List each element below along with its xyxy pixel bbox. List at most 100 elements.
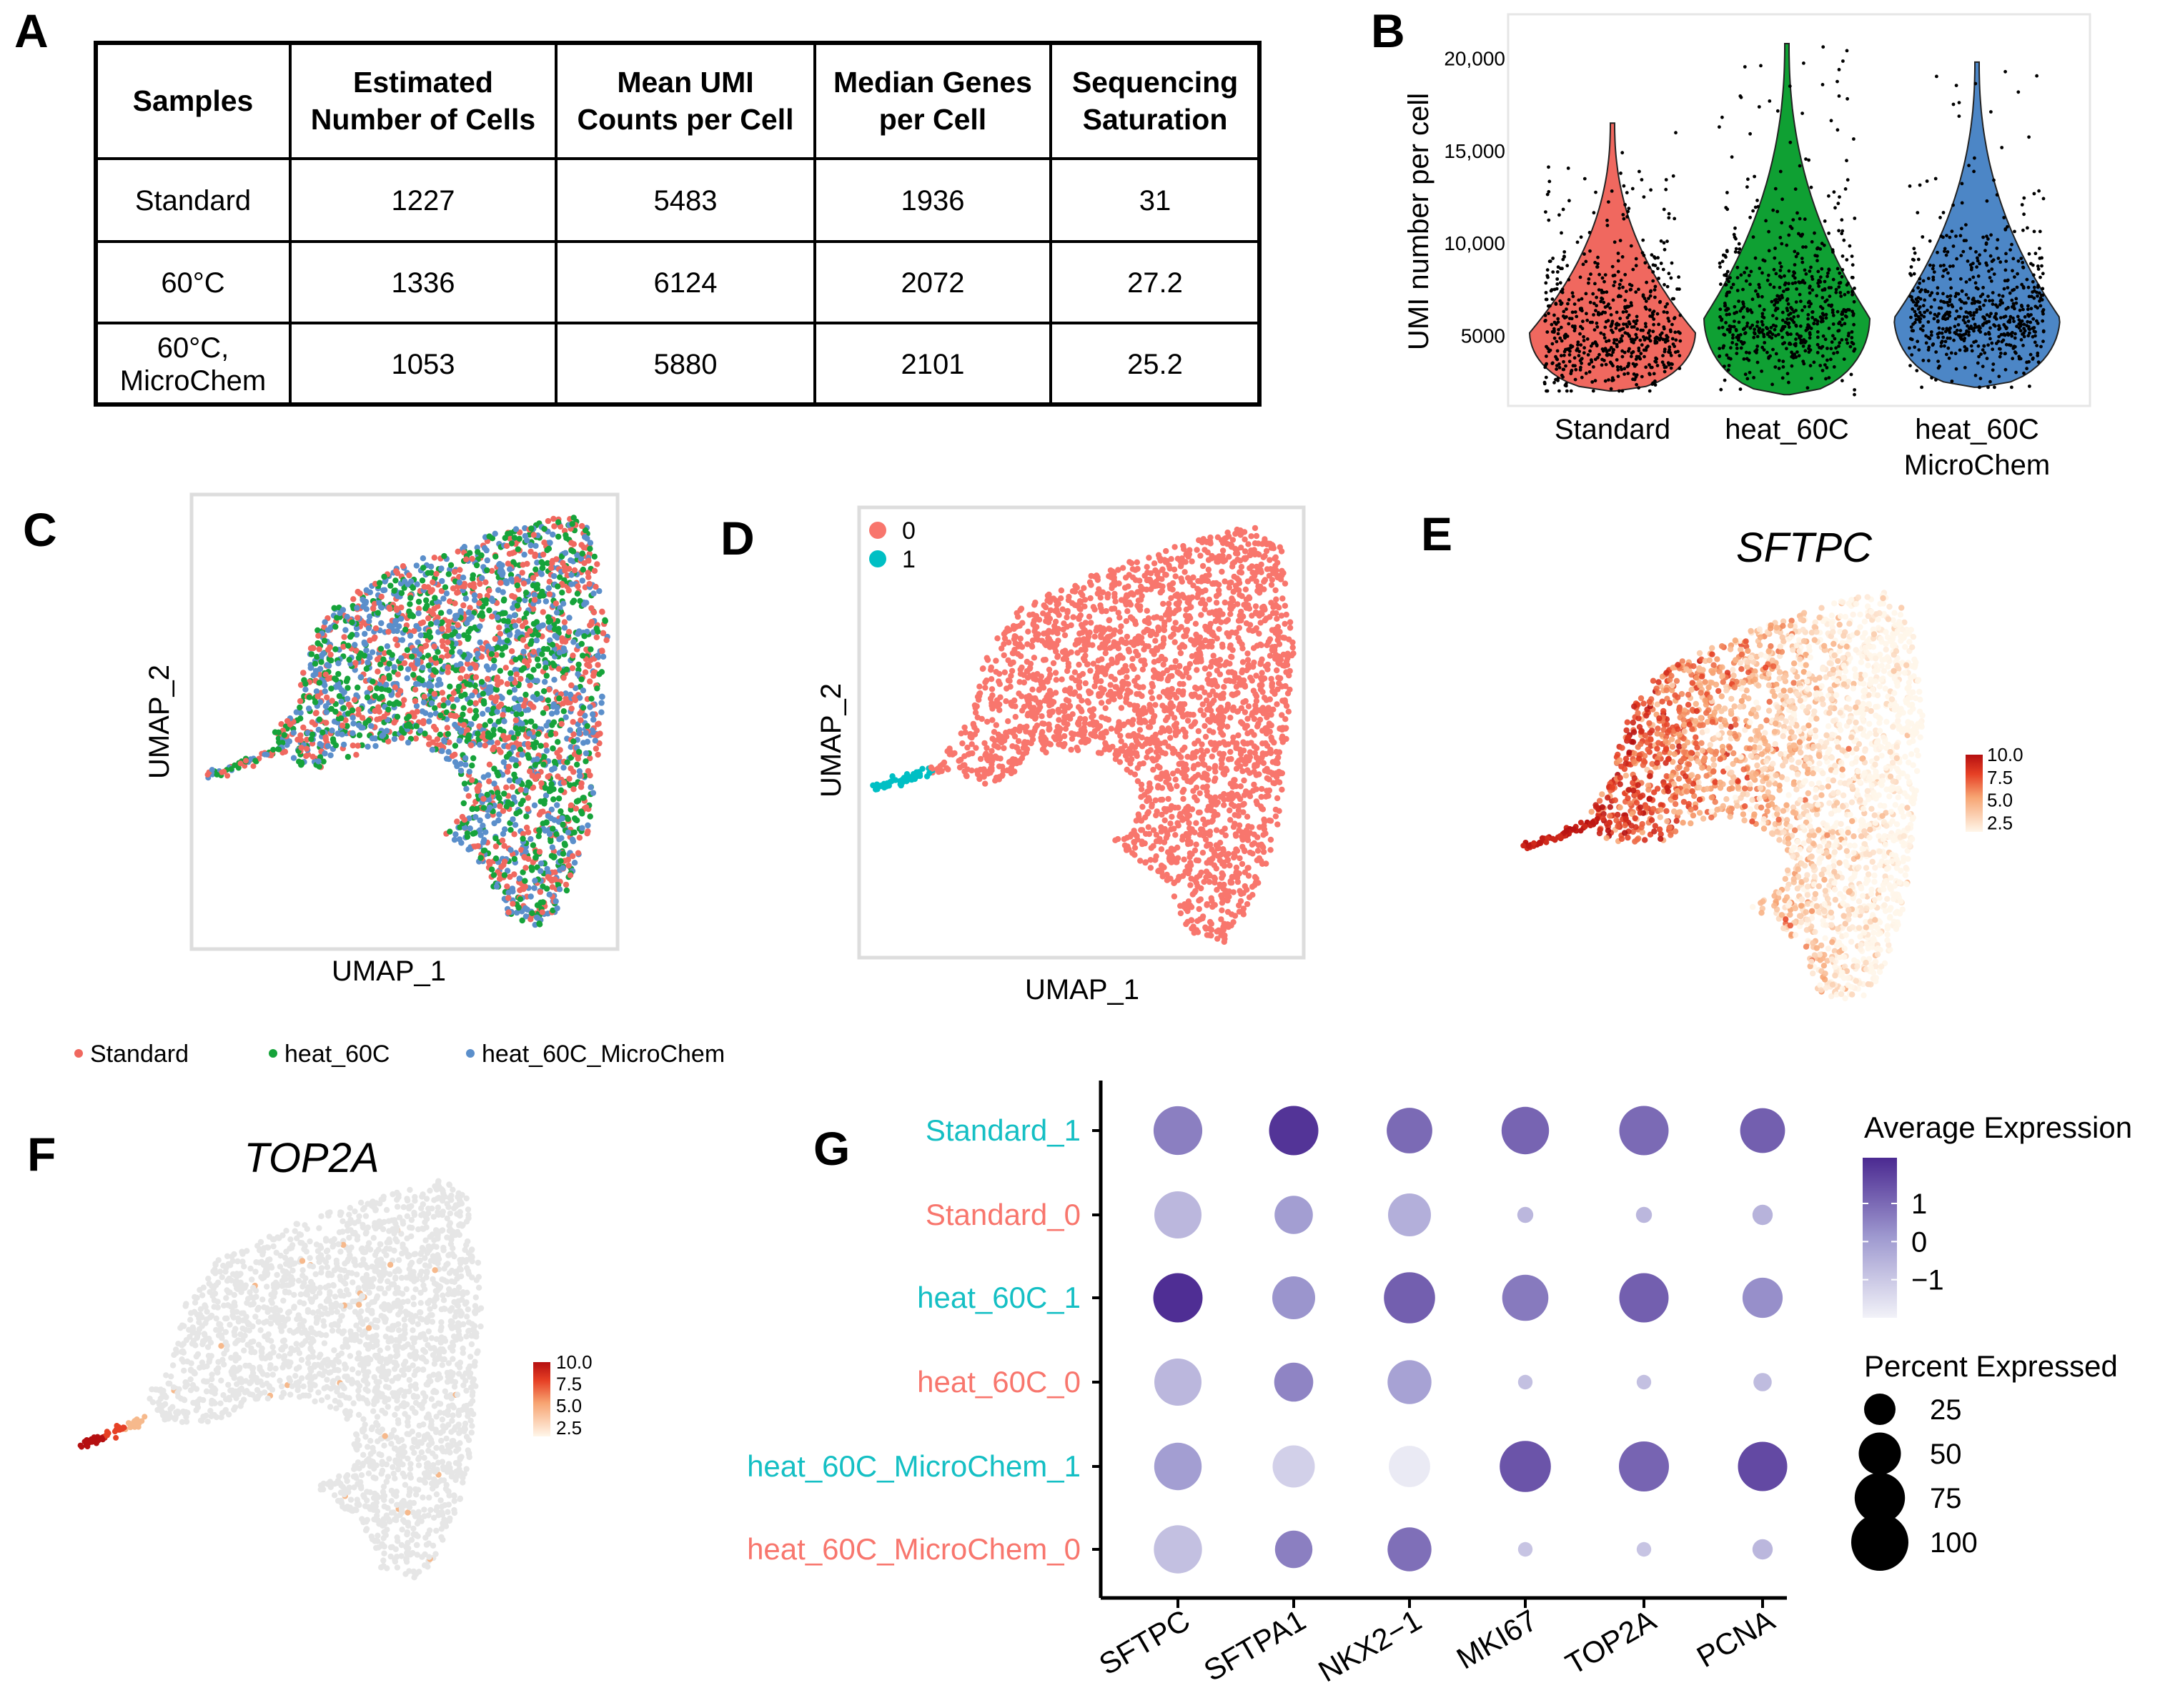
violin-point xyxy=(1637,287,1640,292)
violin-point xyxy=(2041,339,2045,344)
violin-point xyxy=(1973,322,1977,327)
violin-point xyxy=(1658,299,1663,304)
umap-c-point xyxy=(419,708,426,715)
violin-point xyxy=(1607,378,1610,382)
violin-point xyxy=(2016,90,2021,94)
violin-point xyxy=(1785,243,1789,247)
violin-point xyxy=(1610,353,1614,357)
umap-c-point xyxy=(565,862,572,869)
umap-c-point xyxy=(432,668,439,675)
umap-c-point xyxy=(434,619,440,625)
umap-c-point xyxy=(441,738,447,745)
violin-point xyxy=(1948,277,1953,281)
violin-point xyxy=(1941,335,1946,339)
violin-point xyxy=(1935,74,1938,79)
violin-point xyxy=(1620,255,1625,259)
violin-point xyxy=(2022,212,2026,217)
table-cell: 27.2 xyxy=(1127,267,1183,299)
umap-c-point xyxy=(346,656,352,663)
violin-point xyxy=(1556,379,1560,382)
umap-c-point xyxy=(486,607,492,614)
umap-c-point xyxy=(495,747,502,753)
panel-letter-d: D xyxy=(720,512,755,565)
violin-point xyxy=(1955,328,1959,332)
violin-point xyxy=(1718,315,1723,319)
violin-point xyxy=(1838,341,1842,345)
umap-c-point xyxy=(553,610,560,616)
violin-point xyxy=(1544,375,1548,379)
umap-c-point xyxy=(485,706,491,713)
umap-c-point xyxy=(530,575,537,581)
umap-c-point xyxy=(570,652,576,659)
violin-point xyxy=(1956,333,1961,337)
violin-point xyxy=(1616,259,1620,263)
violin-point xyxy=(1988,276,1992,279)
violin-point xyxy=(1930,291,1934,295)
violin-point xyxy=(1797,280,1801,284)
violin-point xyxy=(1938,216,1942,219)
umap-c-point xyxy=(301,677,307,683)
umap-c-point xyxy=(457,675,464,682)
umap-c-point xyxy=(576,773,583,779)
umap-c-point xyxy=(297,704,303,711)
violin-point xyxy=(1748,351,1751,355)
violin-point xyxy=(2030,294,2033,299)
violin-y-axis-label: UMI number per cell xyxy=(1403,93,1435,350)
violin-point xyxy=(1745,266,1749,270)
table-cell: 2072 xyxy=(901,267,965,299)
umap-c-point xyxy=(474,785,480,792)
violin-point xyxy=(1573,377,1577,382)
violin-point xyxy=(1796,314,1800,318)
violin-point xyxy=(1627,362,1631,365)
umap-c-point xyxy=(441,552,447,560)
violin-point xyxy=(1933,298,1937,302)
umap-c-point xyxy=(486,533,492,540)
violin-point xyxy=(1996,257,2001,260)
umap-c-point xyxy=(488,651,495,657)
violin-point xyxy=(1946,346,1951,350)
violin-point xyxy=(1940,331,1944,335)
umap-c-point xyxy=(500,759,507,765)
umap-c-point xyxy=(546,830,553,838)
umap-c-point xyxy=(314,640,321,647)
umap-c-point xyxy=(407,595,414,601)
violin-point xyxy=(1926,320,1931,324)
umap-c-point xyxy=(545,773,551,780)
umap-c-point xyxy=(559,590,565,596)
violin-point xyxy=(1577,298,1581,302)
violin-point xyxy=(1725,312,1729,317)
violin-point xyxy=(1622,372,1627,376)
violin-point xyxy=(1662,363,1666,367)
violin-point xyxy=(1585,337,1590,341)
umap-c-point xyxy=(404,675,410,682)
umap-c-point xyxy=(593,634,600,640)
umap-c-point xyxy=(548,806,555,813)
violin-point xyxy=(1989,312,1993,316)
violin-point xyxy=(1929,330,1933,334)
violin-point xyxy=(1932,270,1936,274)
violin-point xyxy=(1984,241,1988,245)
violin-point xyxy=(1812,360,1816,364)
umap-c-point xyxy=(332,676,340,683)
violin-point xyxy=(1773,256,1777,260)
table-cell: 5880 xyxy=(654,349,718,380)
violin-point xyxy=(1594,309,1597,312)
violin-point xyxy=(2022,334,2026,339)
umap-c-point xyxy=(378,620,385,627)
umap-c-point xyxy=(575,798,582,804)
violin-point xyxy=(1827,194,1830,198)
violin-point xyxy=(1723,254,1728,258)
umap-c-point xyxy=(392,636,399,642)
violin-point xyxy=(1616,368,1620,372)
violin-point xyxy=(1781,359,1785,364)
umap-c-point xyxy=(576,835,583,841)
umap-c-point xyxy=(550,719,558,725)
violin-point xyxy=(1938,264,1943,268)
violin-point xyxy=(1774,334,1778,338)
violin-point xyxy=(1741,300,1745,304)
violin-point xyxy=(1590,320,1595,324)
violin-point xyxy=(2001,301,2005,305)
umap-c-point xyxy=(298,745,304,751)
umap-c-point xyxy=(290,755,297,761)
violin-point xyxy=(1755,324,1759,328)
